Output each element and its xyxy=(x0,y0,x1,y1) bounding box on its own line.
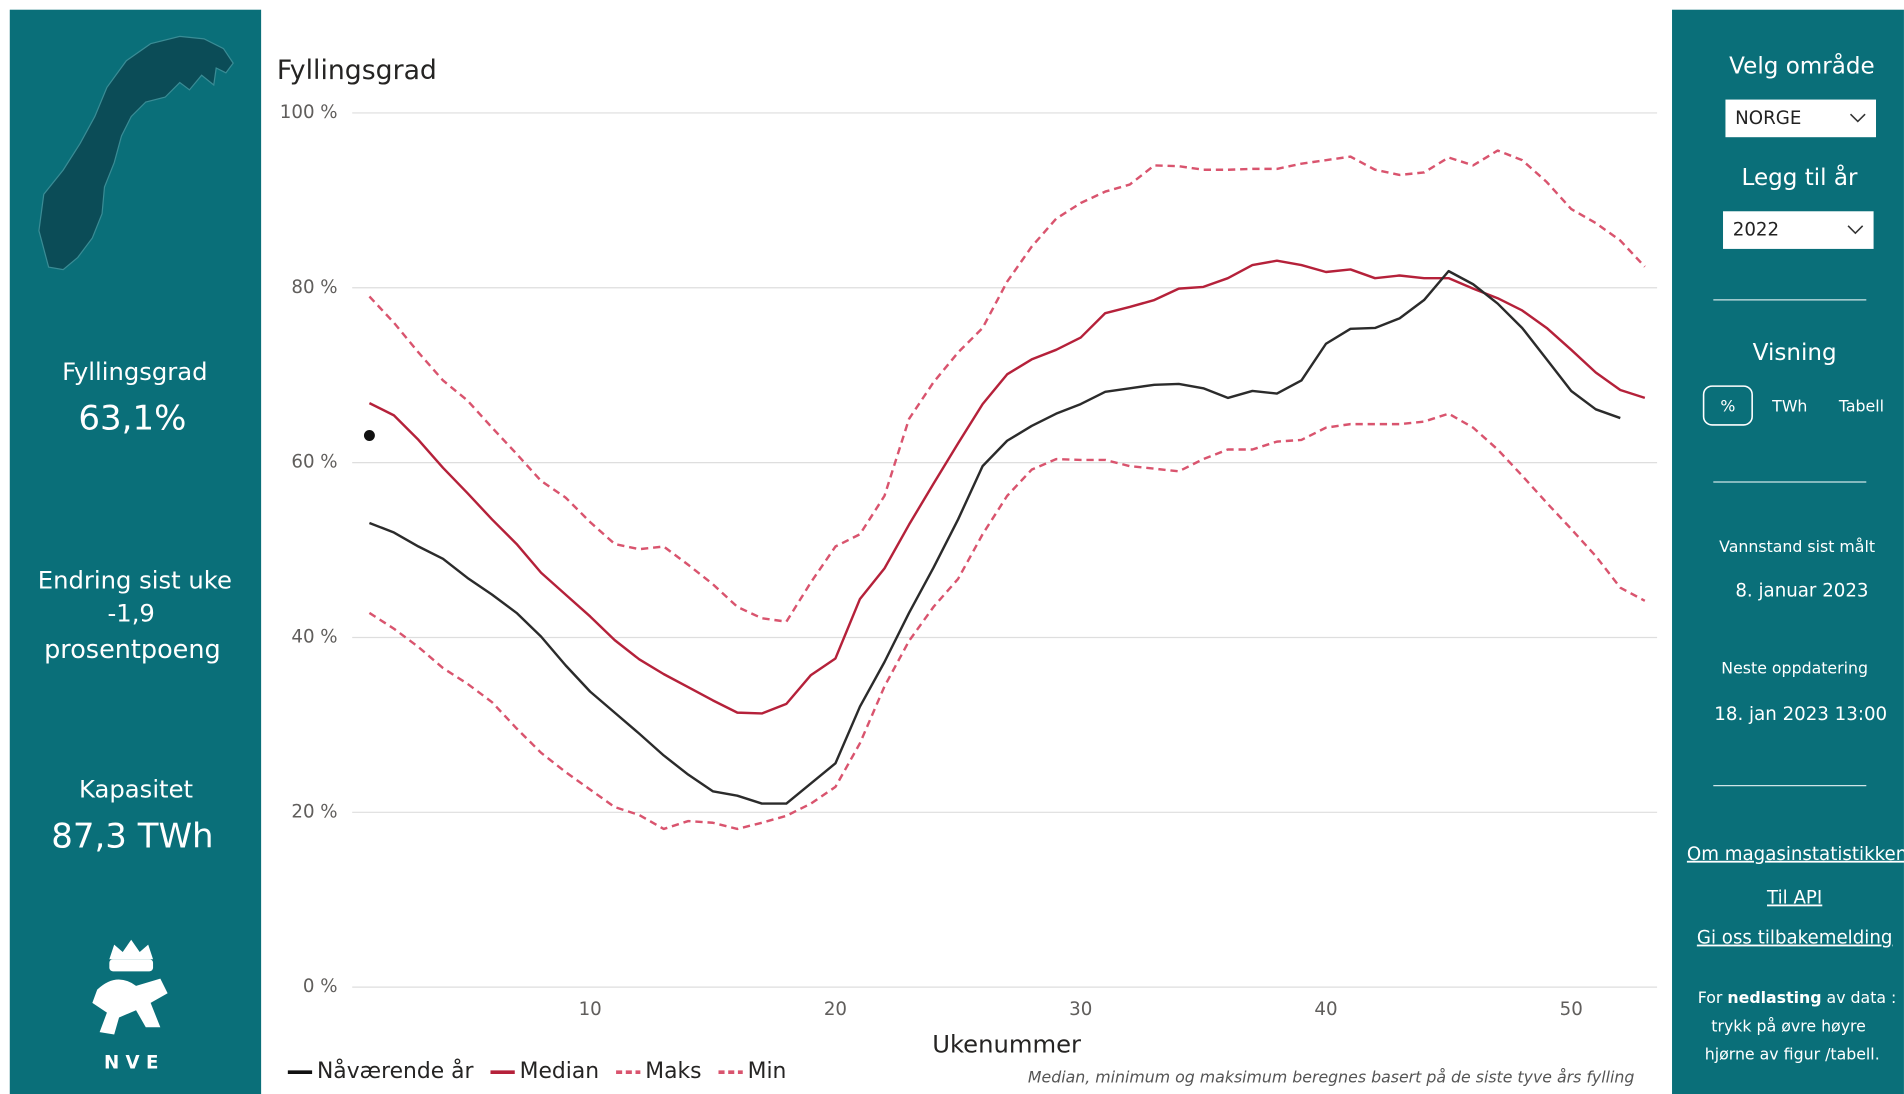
year-dropdown[interactable] xyxy=(1723,211,1874,249)
area-dropdown[interactable] xyxy=(1725,99,1877,138)
note-part: av data : xyxy=(1822,988,1897,1007)
legend-label: Min xyxy=(748,1059,787,1084)
link[interactable]: Om magasinstatistikken xyxy=(1687,844,1904,865)
y-tick-label: 100 % xyxy=(280,102,338,123)
next-label: Neste oppdatering xyxy=(1721,659,1868,678)
view-option[interactable]: % xyxy=(1720,396,1735,415)
nve-logo xyxy=(92,939,168,1035)
map-norway xyxy=(38,35,234,271)
year-label: Legg til år xyxy=(1742,163,1858,191)
measured-label: Vannstand sist målt xyxy=(1719,537,1875,556)
x-tick-label: 30 xyxy=(1069,999,1092,1020)
view-option[interactable]: TWh xyxy=(1771,396,1807,415)
y-tick-label: 20 % xyxy=(291,801,337,822)
logo-text: N V E xyxy=(104,1053,158,1074)
capacity-label: Kapasitet xyxy=(79,774,193,803)
view-label: Visning xyxy=(1753,340,1837,366)
area-label: Velg område xyxy=(1729,51,1874,79)
fill-label: Fyllingsgrad xyxy=(62,357,207,386)
chevron xyxy=(1847,225,1864,235)
legend-label: Maks xyxy=(645,1059,701,1084)
footnote: Median, minimum og maksimum beregnes bas… xyxy=(1028,1068,1634,1087)
left-panel xyxy=(9,9,262,1094)
change-label: Endring sist uke xyxy=(38,566,232,595)
point xyxy=(363,430,375,441)
area-value: NORGE xyxy=(1735,108,1801,129)
link[interactable]: Gi oss tilbakemelding xyxy=(1697,928,1893,949)
change-unit: prosentpoeng xyxy=(44,635,221,665)
line-year xyxy=(368,269,1621,805)
y-tick-label: 40 % xyxy=(291,626,337,647)
note: trykk på øvre høyre xyxy=(1711,1017,1866,1036)
x-tick-label: 40 xyxy=(1314,999,1337,1020)
note-part: For xyxy=(1698,988,1728,1007)
line-3 xyxy=(368,412,1646,831)
chevron xyxy=(1849,113,1866,123)
capacity-value: 87,3 TWh xyxy=(51,816,213,856)
x-tick-label: 50 xyxy=(1560,999,1583,1020)
change-value: -1,9 xyxy=(108,598,155,627)
right-panel xyxy=(1672,9,1904,1094)
x-tick-label: 10 xyxy=(579,999,602,1020)
x-tick-label: 20 xyxy=(824,999,847,1020)
legend-label: Nåværende år xyxy=(317,1058,474,1084)
fill-value: 63,1% xyxy=(78,399,186,439)
y-tick-label: 60 % xyxy=(291,452,337,473)
legend-label: Median xyxy=(520,1059,599,1084)
line-1 xyxy=(368,259,1646,715)
y-tick-label: 80 % xyxy=(291,277,337,298)
measured-value: 8. januar 2023 xyxy=(1735,580,1868,601)
next-value: 18. jan 2023 13:00 xyxy=(1714,704,1887,725)
chart: Fyllingsgrad Ukenummer Median, minimum o… xyxy=(277,55,1658,1087)
note: hjørne av figur /tabell. xyxy=(1705,1045,1880,1064)
line-2 xyxy=(368,149,1646,623)
view-button-selected[interactable] xyxy=(1702,385,1753,426)
year-value: 2022 xyxy=(1733,220,1779,241)
x-axis-title: Ukenummer xyxy=(932,1029,1081,1058)
note-bold: nedlasting xyxy=(1727,988,1821,1007)
chart-title: Fyllingsgrad xyxy=(277,55,437,86)
y-tick-label: 0 % xyxy=(303,976,338,997)
view-option[interactable]: Tabell xyxy=(1838,396,1884,415)
note: For nedlasting av data : xyxy=(1698,988,1897,1007)
link[interactable]: Til API xyxy=(1766,888,1822,909)
